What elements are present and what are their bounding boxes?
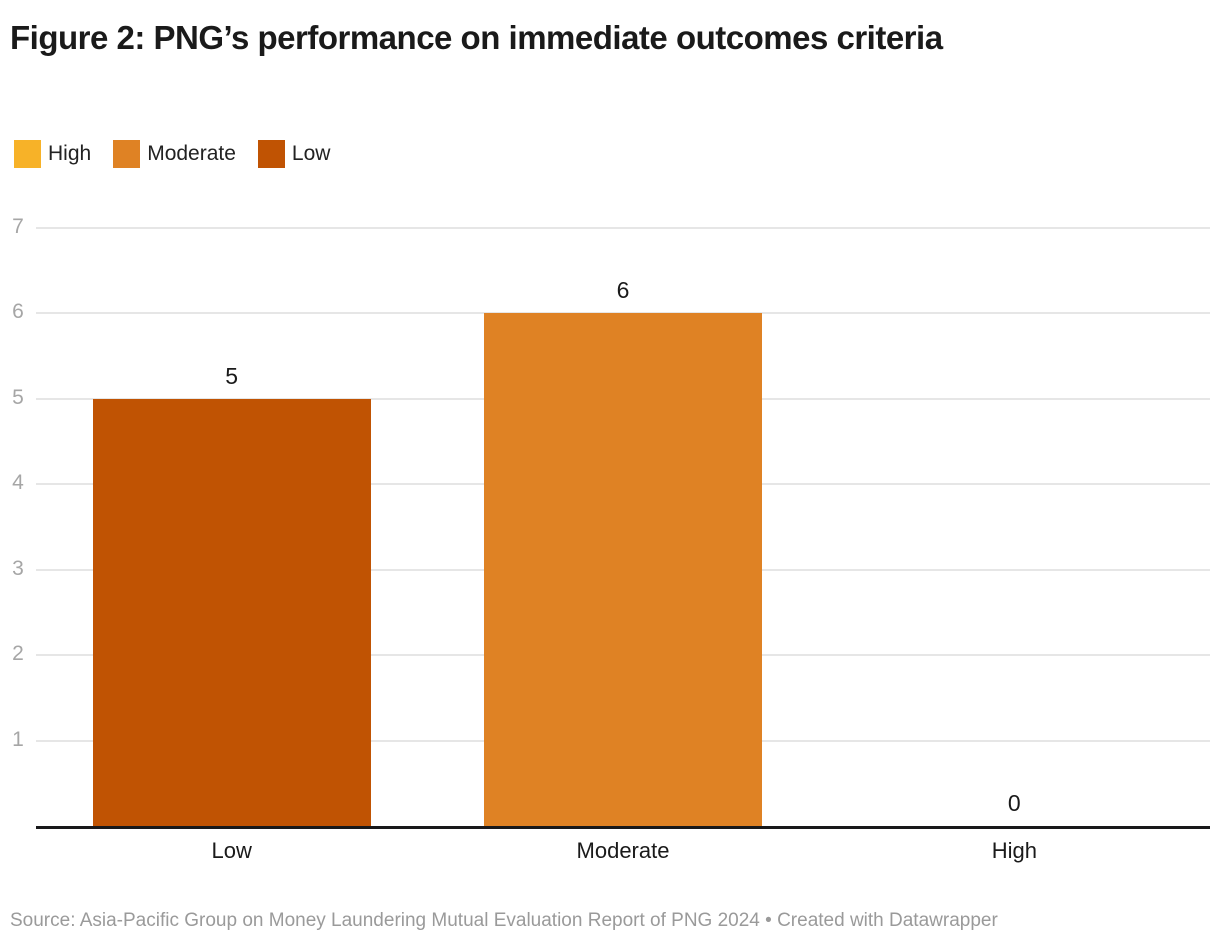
legend-item-moderate: Moderate xyxy=(113,140,236,168)
x-axis-category-label: High xyxy=(991,838,1037,863)
legend-item-label: High xyxy=(48,142,92,165)
legend-item-label: Low xyxy=(291,142,331,165)
bar-value-label: 6 xyxy=(616,277,630,303)
bar-moderate[interactable] xyxy=(484,313,762,826)
legend: High Moderate Low xyxy=(14,139,330,169)
x-axis-category-label: Low xyxy=(211,838,252,863)
bar-value-label: 5 xyxy=(225,362,239,389)
source-line: Source: Asia-Pacific Group on Money Laun… xyxy=(10,910,998,931)
gridline xyxy=(36,226,1210,229)
legend-item-label: Moderate xyxy=(147,142,236,165)
y-axis-tick-label: 6 xyxy=(12,300,24,323)
y-axis-tick-label: 4 xyxy=(12,471,24,494)
y-axis-tick-label: 1 xyxy=(12,727,24,751)
page-title: Figure 2: PNG’s performance on immediate… xyxy=(10,19,943,56)
legend-item-low: Low xyxy=(257,140,331,168)
bar-low[interactable] xyxy=(92,398,371,826)
legend-swatch-high-icon xyxy=(14,140,41,168)
legend-swatch-moderate-icon xyxy=(113,140,141,168)
y-axis-tick-label: 5 xyxy=(12,385,24,409)
legend-item-high: High xyxy=(14,140,91,168)
bar-value-label: 0 xyxy=(1007,790,1021,816)
y-axis-tick-label: 2 xyxy=(12,642,24,665)
x-axis-baseline xyxy=(36,826,1210,829)
y-axis-tick-label: 7 xyxy=(12,214,24,238)
legend-swatch-low-icon xyxy=(257,140,285,168)
x-axis-category-label: Moderate xyxy=(576,838,670,863)
y-axis-tick-label: 3 xyxy=(12,556,24,580)
